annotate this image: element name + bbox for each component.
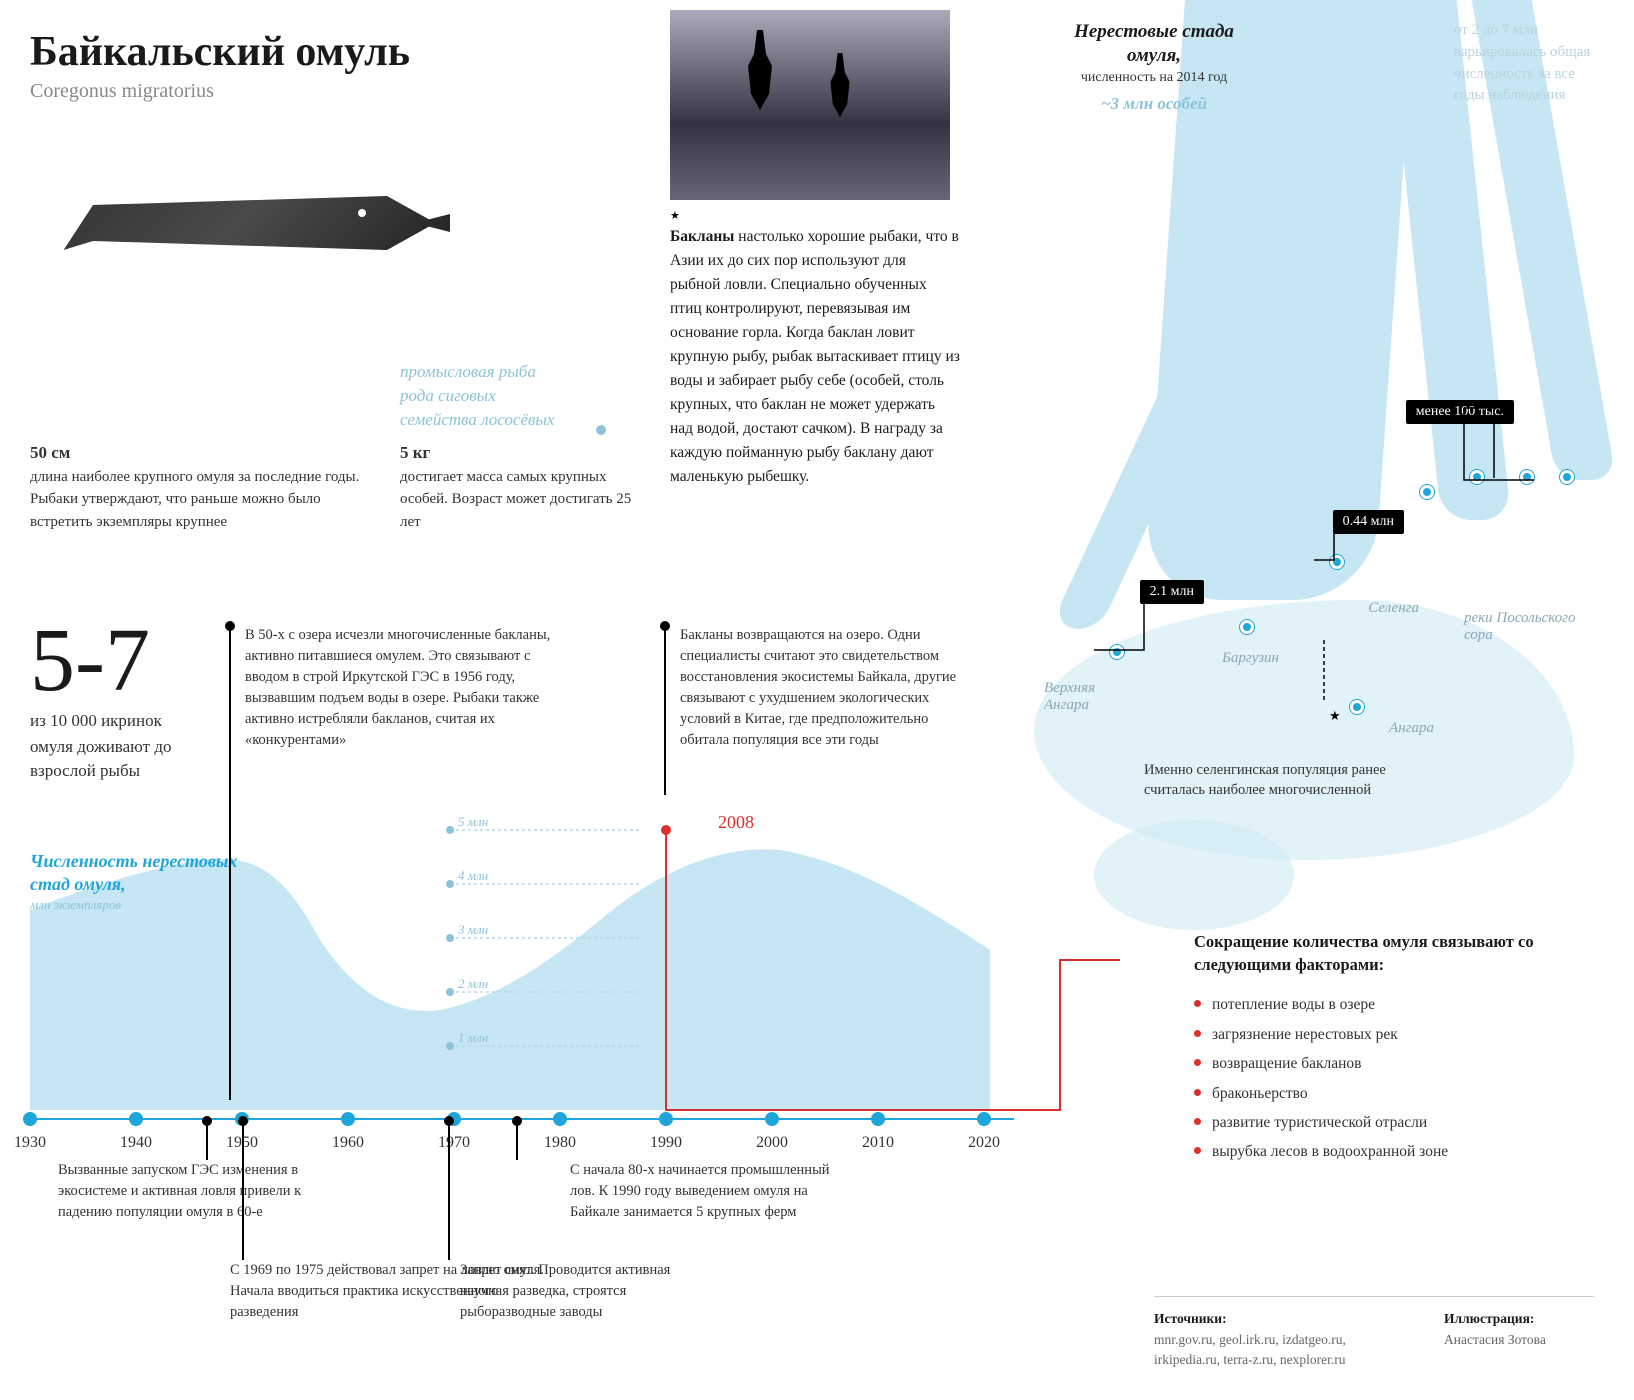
factor-item-0: потепление воды в озере xyxy=(1194,990,1594,1019)
illustration-label: Иллюстрация: xyxy=(1444,1311,1534,1326)
svg-text:3 млн: 3 млн xyxy=(457,922,488,937)
tick-label-2000: 2000 xyxy=(756,1134,788,1152)
tick-1980 xyxy=(553,1112,567,1126)
survival-sub: из 10 000 икринок xyxy=(30,709,230,733)
lake-shape-2 xyxy=(1094,820,1294,930)
survival-text: омуля доживают до взрослой рыбы xyxy=(30,735,230,783)
badge-small: менее 100 тыс. xyxy=(1406,400,1514,424)
tick-label-1970: 1970 xyxy=(438,1134,470,1152)
right-faded-note: от 2 до 7 млн варьировалась общая числен… xyxy=(1454,20,1604,107)
event-1978: Запрет снят. Проводится активная научная… xyxy=(420,1260,680,1323)
label-selenga: Селенга xyxy=(1368,600,1419,617)
tick-label-1960: 1960 xyxy=(332,1134,364,1152)
badge-mid: 0.44 млн xyxy=(1333,510,1404,534)
tick-label-1990: 1990 xyxy=(650,1134,682,1152)
label-posolsky: реки Посольского сора xyxy=(1464,610,1604,644)
page-title: Байкальский омуль xyxy=(30,28,590,76)
factor-item-4: развитие туристической отрасли xyxy=(1194,1108,1594,1137)
event-2008: Бакланы возвращаются на озеро. Одни спец… xyxy=(680,625,980,751)
badge-big: 2.1 млн xyxy=(1140,580,1204,604)
svg-text:2 млн: 2 млн xyxy=(458,976,488,991)
tick-label-1930: 1930 xyxy=(14,1134,46,1152)
factor-item-5: вырубка лесов в водоохранной зоне xyxy=(1194,1137,1594,1166)
population-area-chart: 1 млн 2 млн 3 млн 4 млн 5 млн xyxy=(20,790,1020,1130)
map-dot-6 xyxy=(1520,470,1534,484)
fact-length: 50 см длина наиболее крупного омуля за п… xyxy=(30,440,360,533)
svg-text:4 млн: 4 млн xyxy=(458,868,488,883)
label-barguzin: Баргузин xyxy=(1222,650,1279,667)
tick-label-2020: 2020 xyxy=(968,1134,1000,1152)
timeline-axis: 1930194019501960197019801990200020102020 xyxy=(30,1118,1014,1120)
svg-text:1 млн: 1 млн xyxy=(458,1030,488,1045)
map-dot-5 xyxy=(1470,470,1484,484)
tick-label-2010: 2010 xyxy=(862,1134,894,1152)
map-dot-4 xyxy=(1420,485,1434,499)
year-2008-label: 2008 xyxy=(718,812,754,833)
survival-number: 5-7 xyxy=(30,620,230,701)
sources-label: Источники: xyxy=(1154,1311,1227,1326)
factors-title: Сокращение количества омуля связывают со… xyxy=(1194,930,1594,976)
illustration-name: Анастасия Зотова xyxy=(1444,1332,1546,1347)
event-1983: С начала 80-х начинается промышленный ло… xyxy=(570,1160,850,1223)
tick-2010 xyxy=(871,1112,885,1126)
latin-name: Coregonus migratorius xyxy=(30,80,590,103)
factor-item-2: возвращение бакланов xyxy=(1194,1049,1594,1078)
chart-title: Численность нерестовых стад омуля, xyxy=(30,850,250,897)
right-total: ~3 млн особей xyxy=(1054,94,1254,114)
factor-item-3: браконьерство xyxy=(1194,1079,1594,1108)
sources-list: mnr.gov.ru, geol.irk.ru, izdatgeo.ru, ir… xyxy=(1154,1332,1346,1367)
tick-label-1940: 1940 xyxy=(120,1134,152,1152)
right-title: Нерестовые стада омуля, xyxy=(1054,20,1254,68)
tick-1960 xyxy=(341,1112,355,1126)
tick-2020 xyxy=(977,1112,991,1126)
tick-1930 xyxy=(23,1112,37,1126)
cormorant-text: Бакланы настолько хорошие рыбаки, что в … xyxy=(670,225,960,489)
map-dot-3 xyxy=(1330,555,1344,569)
fact-length-text: длина наиболее крупного омуля за последн… xyxy=(30,469,359,530)
fact-length-num: 50 см xyxy=(30,443,70,462)
tick-2000 xyxy=(765,1112,779,1126)
cormorant-photo xyxy=(670,10,950,200)
map-dot-7 xyxy=(1560,470,1574,484)
tick-1940 xyxy=(129,1112,143,1126)
tick-1990 xyxy=(659,1112,673,1126)
label-verkh-angara: Верхняя Ангара xyxy=(1044,680,1134,714)
factor-item-1: загрязнение нерестовых рек xyxy=(1194,1020,1594,1049)
right-sub: численность на 2014 год xyxy=(1054,70,1254,86)
selenga-note: Именно селенгинская популяция ранее счит… xyxy=(1144,760,1404,801)
fact-weight: 5 кг достигает масса самых крупных особе… xyxy=(400,440,640,533)
map-dot-1 xyxy=(1110,645,1124,659)
factors-list: потепление воды в озерезагрязнение нерес… xyxy=(1194,990,1594,1167)
label-angara: Ангара xyxy=(1389,720,1434,737)
event-1960s: Вызванные запуском ГЭС изменения в экоси… xyxy=(58,1160,358,1223)
map-dot-2 xyxy=(1240,620,1254,634)
map-dot-8 xyxy=(1350,700,1364,714)
fact-weight-text: достигает масса самых крупных особей. Во… xyxy=(400,469,631,530)
fact-weight-num: 5 кг xyxy=(400,443,430,462)
classification-label: промысловая рыбарода сиговыхсемейства ло… xyxy=(400,360,620,431)
event-1950s: В 50-х с озера исчезли многочислен­ные б… xyxy=(245,625,555,751)
fish-illustration xyxy=(30,133,450,313)
chart-sub: млн экземпляров xyxy=(30,897,250,913)
svg-text:5 млн: 5 млн xyxy=(458,814,488,829)
tick-label-1980: 1980 xyxy=(544,1134,576,1152)
connector-dot xyxy=(596,425,606,435)
